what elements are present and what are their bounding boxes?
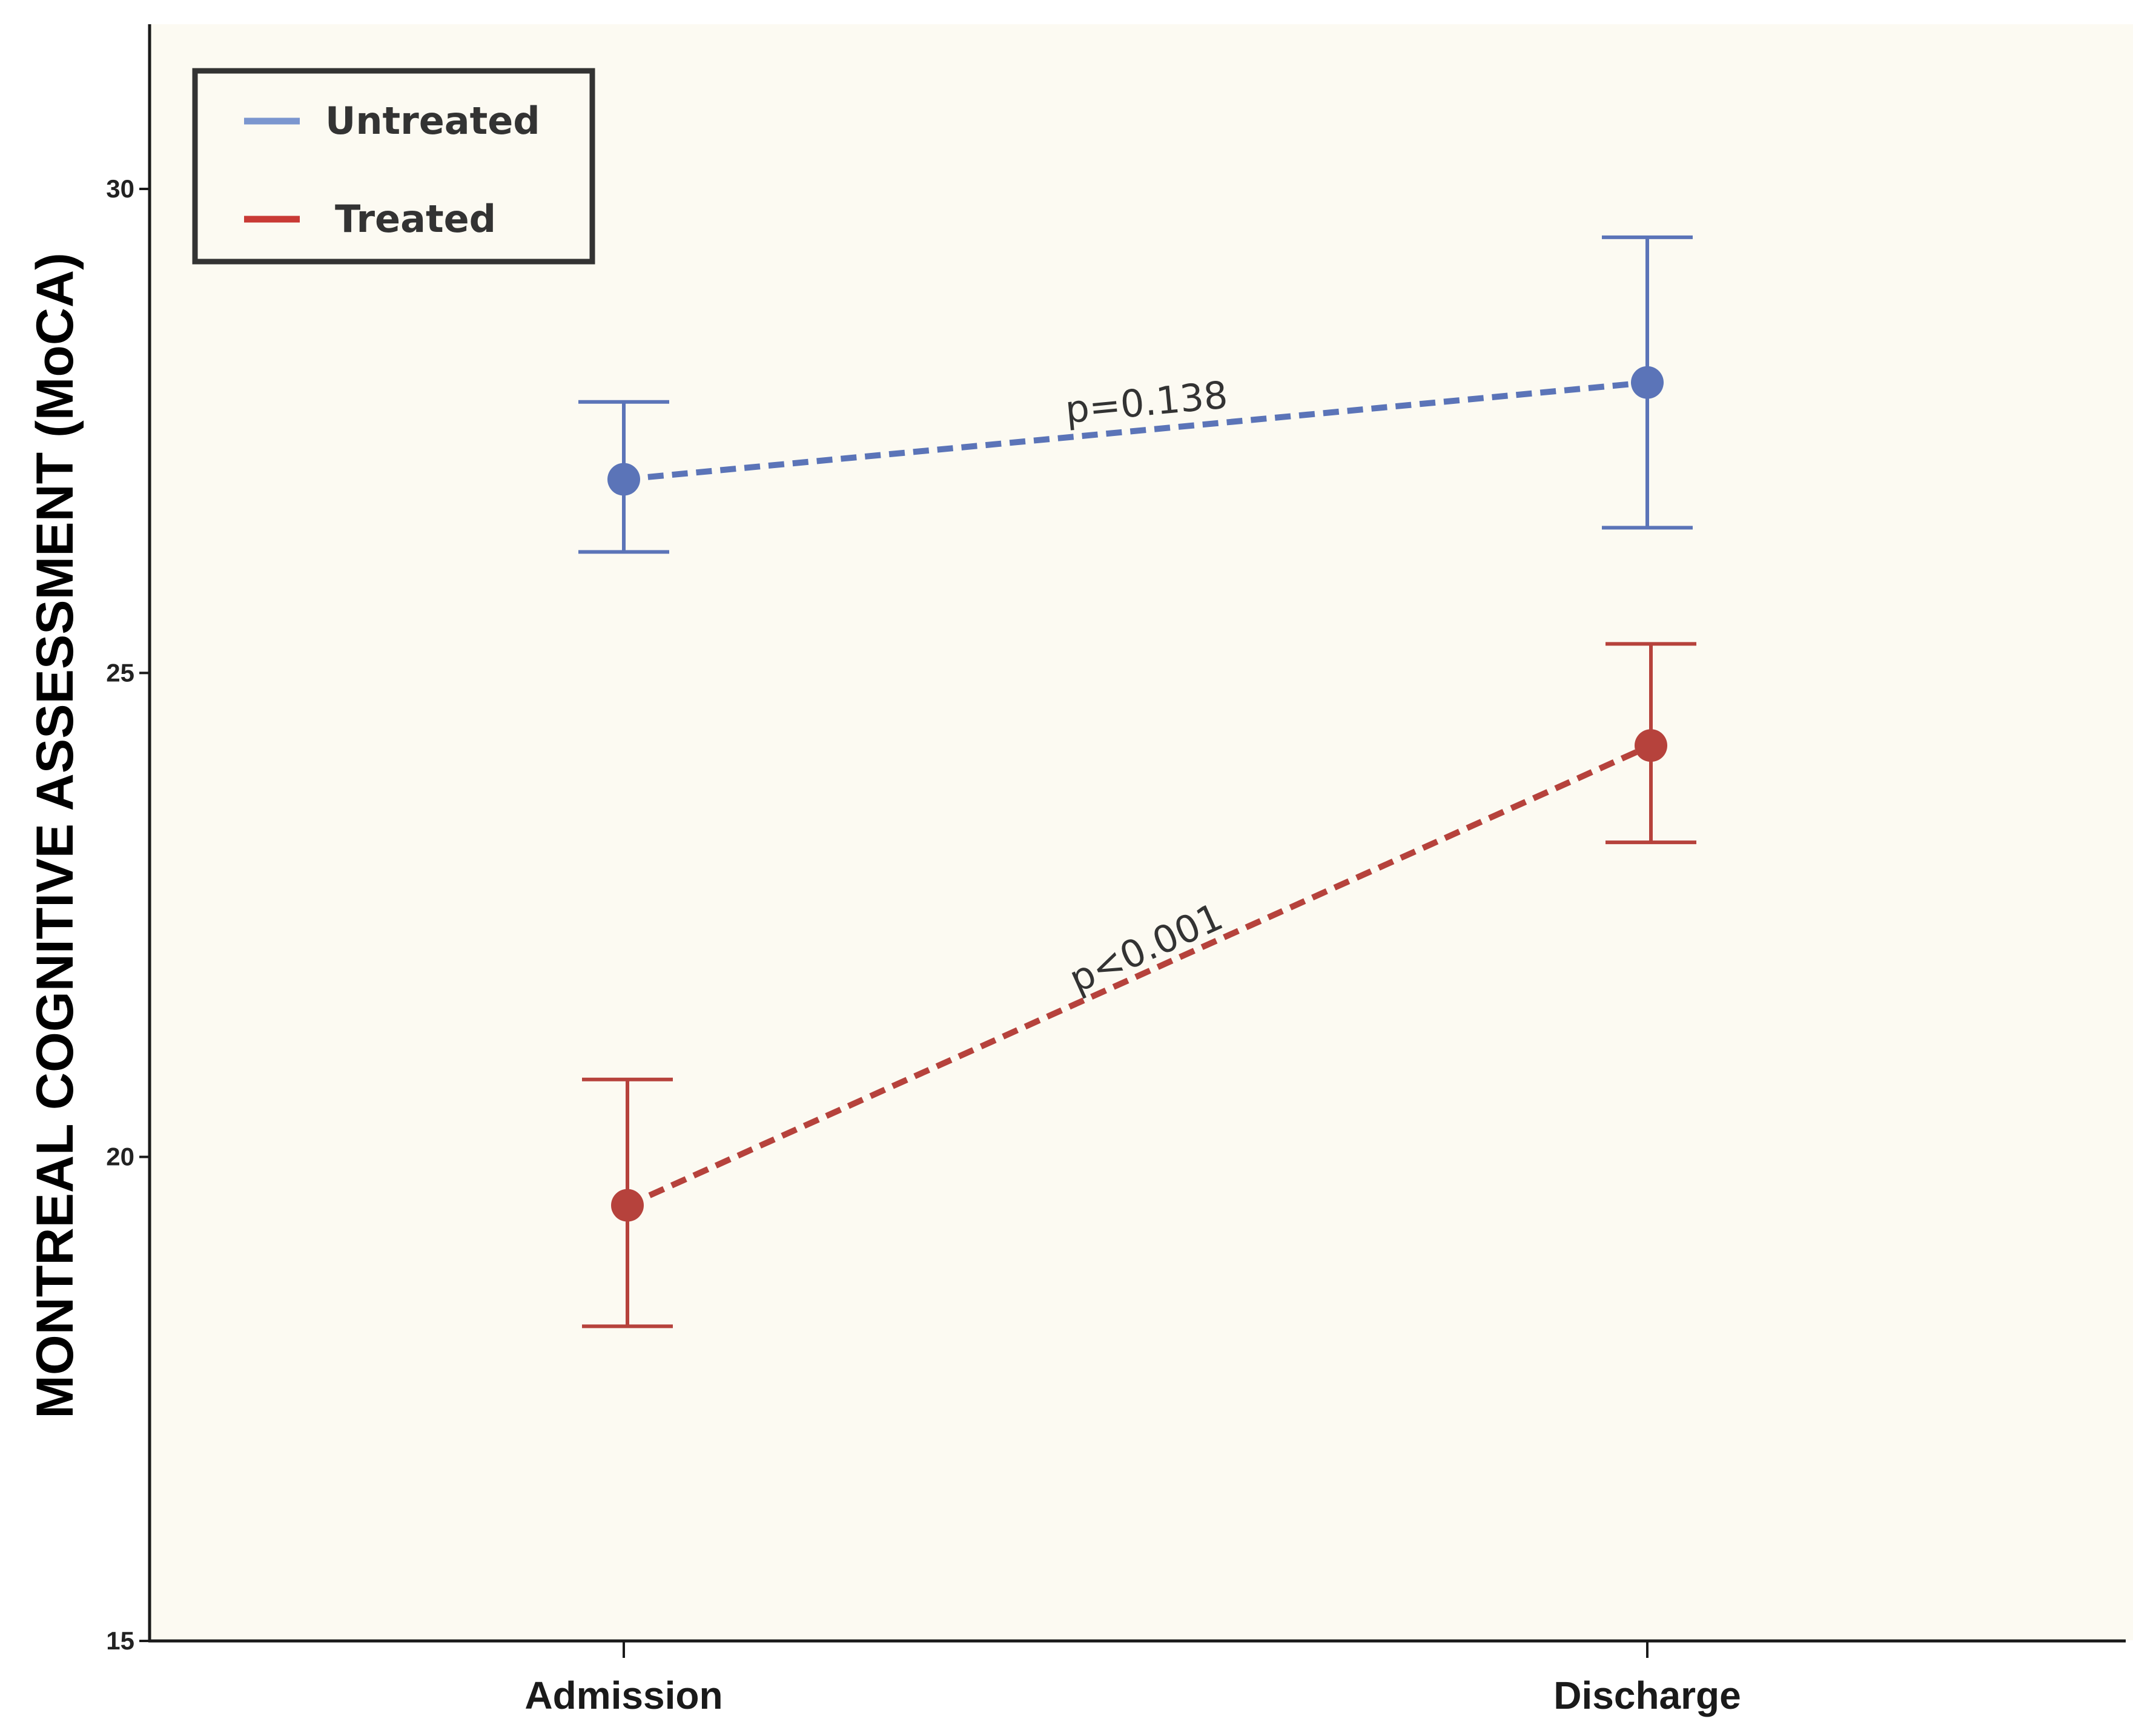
- series-treated: [582, 642, 1696, 1328]
- y-ticks: 15 20 25 30: [106, 174, 150, 1655]
- legend: Untreated Treated: [192, 68, 595, 265]
- plot-background: [150, 24, 2133, 1640]
- legend-box: [192, 68, 595, 265]
- data-point-treated-admission: [611, 1189, 644, 1222]
- data-point-untreated-admission: [607, 463, 640, 496]
- series-untreated: [578, 235, 1693, 554]
- data-point-untreated-discharge: [1631, 366, 1664, 399]
- x-tick-label-admission: Admission: [524, 1674, 723, 1717]
- legend-label-treated: Treated: [335, 197, 496, 241]
- y-tick-label-20: 20: [106, 1143, 134, 1171]
- y-tick-label-30: 30: [106, 174, 134, 203]
- connector-line-untreated: [623, 379, 1648, 483]
- y-axis-title: MONTREAL COGNITIVE ASSESSMENT (MoCA): [26, 252, 84, 1418]
- connector-line-treated: [626, 742, 1653, 1209]
- x-ticks: Admission Discharge: [524, 1641, 1741, 1717]
- y-tick-label-25: 25: [106, 658, 134, 687]
- legend-label-untreated: Untreated: [325, 99, 540, 143]
- y-tick-label-15: 15: [106, 1626, 134, 1655]
- x-tick-label-discharge: Discharge: [1553, 1674, 1741, 1717]
- data-point-treated-discharge: [1635, 729, 1667, 762]
